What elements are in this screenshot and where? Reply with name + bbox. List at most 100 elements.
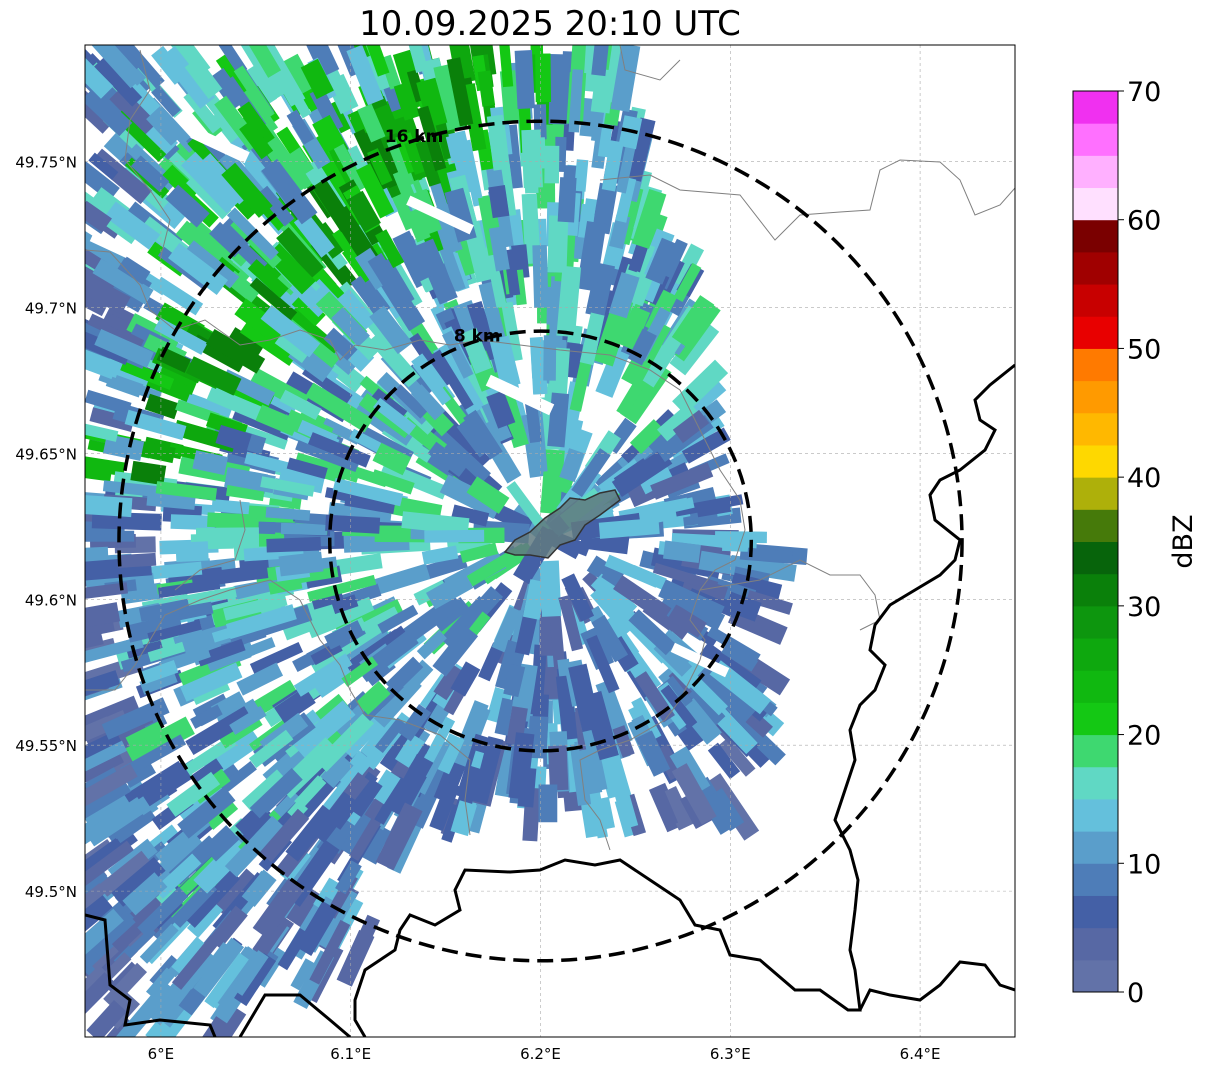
radar-pixel <box>101 697 170 740</box>
radar-gap <box>485 374 555 416</box>
radar-pixel <box>459 542 499 563</box>
lat-tick-label: 49.6°N <box>25 591 77 609</box>
radar-pixel <box>385 656 424 694</box>
radar-pixel <box>425 571 474 610</box>
radar-pixel <box>725 706 786 766</box>
radar-pixel <box>184 57 223 100</box>
radar-pixel <box>293 653 353 697</box>
radar-pixel <box>210 691 249 725</box>
radar-pixel <box>499 45 514 88</box>
radar-pixel <box>373 397 417 435</box>
radar-pixel <box>290 958 315 991</box>
radar-pixel <box>699 641 762 693</box>
radar-reflectivity-layer <box>85 45 808 1037</box>
radar-pixel <box>109 897 167 953</box>
radar-pixel <box>477 70 496 107</box>
radar-pixel <box>359 45 390 77</box>
colorbar-segment <box>1073 316 1118 349</box>
lon-tick-label: 6.4°E <box>900 1045 941 1063</box>
radar-pixel <box>313 877 344 913</box>
radar-pixel <box>234 952 277 1007</box>
radar-pixel <box>561 573 595 622</box>
radar-pixel <box>631 189 667 249</box>
radar-pixel <box>192 450 229 476</box>
radar-pixel <box>615 136 638 194</box>
radar-pixel <box>274 686 316 724</box>
radar-pixel <box>245 45 282 78</box>
radar-pixel <box>450 800 478 837</box>
radar-gap <box>89 232 131 258</box>
colorbar-tick-label: 10 <box>1127 849 1161 880</box>
radar-pixel <box>85 546 109 564</box>
colorbar-tick-label: 60 <box>1127 206 1161 237</box>
radar-pixel <box>138 598 191 622</box>
radar-pixel <box>576 221 607 292</box>
colorbar-tick-label: 0 <box>1127 978 1144 1009</box>
radar-pixel <box>301 45 340 78</box>
radar-pixel <box>278 551 324 577</box>
radar-pixel <box>398 704 432 742</box>
radar-pixel <box>404 139 428 175</box>
radar-pixel <box>325 73 359 115</box>
radar-pixel <box>610 45 641 113</box>
radar-pixel <box>85 154 120 202</box>
radar-pixel <box>320 754 354 789</box>
radar-pixel <box>649 784 679 828</box>
radar-pixel <box>601 140 624 192</box>
radar-pixel <box>637 463 674 495</box>
radar-pixel <box>266 536 322 553</box>
radar-pixel <box>439 474 503 520</box>
radar-pixel <box>673 262 702 302</box>
lat-tick-label: 49.5°N <box>25 883 77 901</box>
radar-pixel <box>669 319 720 376</box>
radar-pixel <box>249 767 303 820</box>
radar-pixel <box>442 330 474 379</box>
radar-pixel <box>530 340 548 395</box>
radar-pixel <box>181 151 241 214</box>
radar-pixel <box>570 45 587 76</box>
radar-pixel <box>85 740 127 772</box>
radar-pixel <box>144 393 180 420</box>
radar-pixel <box>105 372 144 398</box>
admin-boundaries <box>85 45 1015 851</box>
colorbar-frame <box>1072 90 1119 993</box>
radar-pixel <box>354 401 413 446</box>
colorbar-segment <box>1073 895 1118 929</box>
radar-pixel <box>85 763 138 808</box>
radar-pixel <box>421 716 456 768</box>
radar-pixel <box>104 201 161 250</box>
radar-pixel <box>544 145 560 184</box>
radar-pixel <box>85 730 125 776</box>
radar-pixel <box>122 872 168 916</box>
radar-pixel <box>279 389 322 421</box>
lon-tick-label: 6°E <box>148 1045 175 1063</box>
radar-pixel <box>233 65 275 120</box>
radar-pixel <box>444 45 476 84</box>
radar-pixel <box>427 441 468 477</box>
radar-pixel <box>237 101 275 146</box>
radar-pixel <box>591 182 618 235</box>
radar-pixel <box>85 838 124 878</box>
radar-pixel <box>223 593 288 621</box>
colorbar-tick-label: 50 <box>1127 334 1161 365</box>
radar-pixel <box>116 45 165 89</box>
radar-pixel <box>613 575 672 623</box>
radar-pixel <box>698 550 738 575</box>
radar-pixel <box>377 604 419 634</box>
range-rings: 8 km 16 km <box>117 119 964 963</box>
radar-pixel <box>98 850 151 897</box>
radar-pixel <box>629 564 667 590</box>
radar-pixel <box>416 630 447 660</box>
map-area: 8 km 16 km <box>85 45 1015 1037</box>
radar-pixel <box>746 590 793 615</box>
radar-pixel <box>155 481 218 501</box>
lat-tick-label: 49.75°N <box>15 154 77 172</box>
radar-pixel <box>360 606 401 637</box>
radar-pixel <box>486 390 516 429</box>
radar-pixel <box>85 894 114 933</box>
radar-pixel <box>85 389 132 416</box>
radar-pixel <box>231 950 269 996</box>
radar-pixel <box>521 129 543 189</box>
radar-pixel <box>85 495 133 518</box>
radar-pixel <box>117 552 157 568</box>
